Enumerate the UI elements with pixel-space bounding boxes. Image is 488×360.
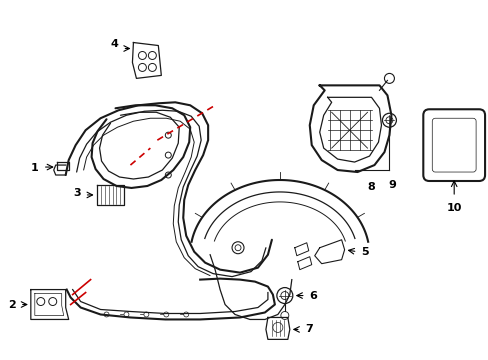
Text: 8: 8 bbox=[367, 182, 375, 192]
Text: 10: 10 bbox=[446, 203, 461, 213]
Text: 1: 1 bbox=[31, 163, 39, 173]
Text: 9: 9 bbox=[387, 180, 396, 190]
Text: 7: 7 bbox=[304, 324, 312, 334]
Text: 5: 5 bbox=[361, 247, 368, 257]
Text: 3: 3 bbox=[73, 188, 81, 198]
Text: 4: 4 bbox=[110, 39, 118, 49]
Text: 2: 2 bbox=[8, 300, 16, 310]
Text: 6: 6 bbox=[309, 291, 317, 301]
